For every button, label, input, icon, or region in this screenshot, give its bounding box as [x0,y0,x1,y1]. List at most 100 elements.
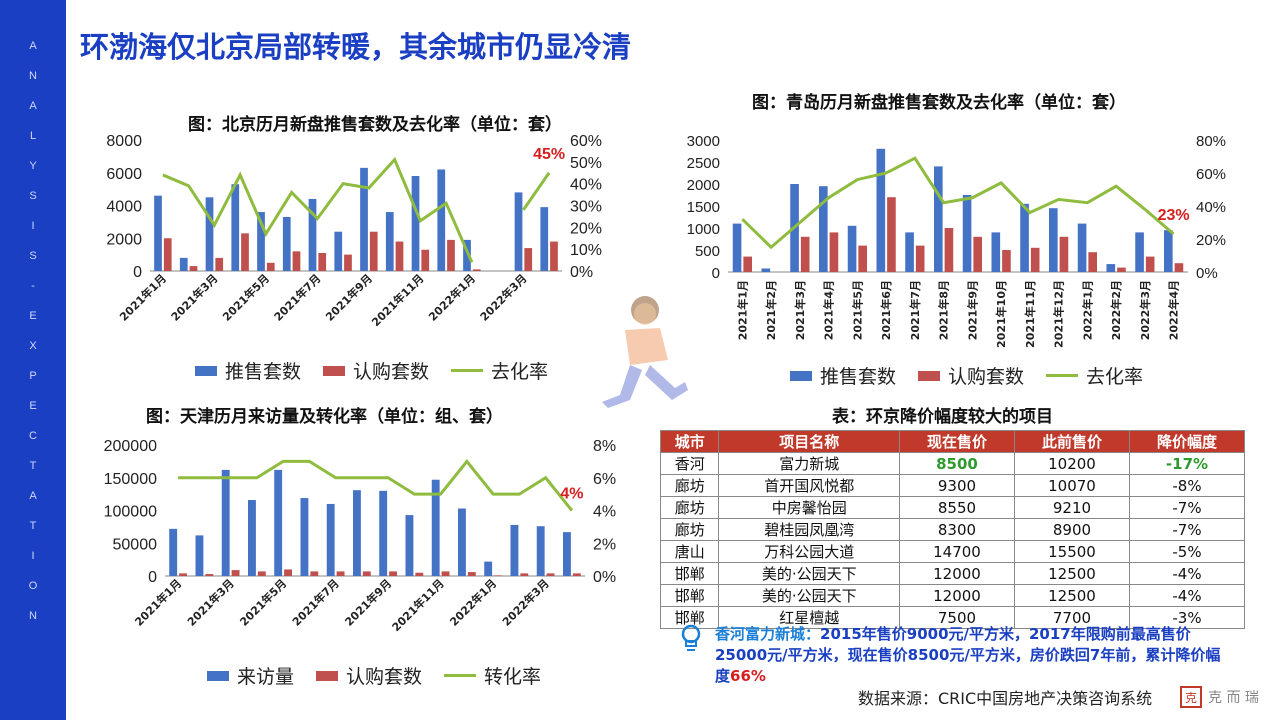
x-tick-label: 2021年11月 [389,576,447,634]
bar-来访量 [405,515,414,576]
legend-label: 推售套数 [225,361,302,383]
x-tick-label: 2021年7月 [289,576,342,629]
legend-label: 推售套数 [820,366,897,388]
legend-label: 认购套数 [948,366,1025,388]
y-tick-label: 3000 [687,133,720,150]
y2-tick-label: 30% [570,199,602,216]
table-cell: 15500 [1013,540,1130,563]
table-cell: 8550 [898,496,1015,519]
bar-认购套数 [231,570,240,576]
y2-tick-label: 60% [1196,166,1226,183]
legend-qingdao: 推售套数 认购套数 去化率 [790,362,1143,389]
y-tick-label: 2000 [687,177,720,194]
bar-认购套数 [369,231,378,271]
x-tick-label: 2022年4月 [1167,280,1181,340]
table-cell: 10200 [1013,452,1130,475]
table-cell: 7700 [1013,606,1130,629]
note-highlight: 66% [730,667,766,685]
bar-认购套数 [292,251,301,271]
bar-推售套数 [540,207,549,271]
table-cell: 廊坊 [659,518,720,541]
table-cell: 唐山 [659,540,720,563]
chart-qingdao-svg: 0 500 1000 1500 2000 2500 3000 0% 20% 40% 60% 80% 20… [687,133,1226,348]
bar-认购套数 [421,249,430,271]
x-tick-label: 2021年11月 [369,271,427,329]
logo-mark: 克 [1180,686,1202,708]
table-cell: 8300 [898,518,1015,541]
sidebar-letter: - [31,280,35,292]
sidebar-letter: A [29,100,37,112]
x-tick-label: 2021年10月 [994,280,1008,348]
bar-认购套数 [284,569,292,576]
bar-推售套数 [847,225,857,272]
legend-label: 去化率 [491,361,549,383]
legend-item: 去化率 [1046,362,1143,389]
table-cell: 廊坊 [659,474,720,497]
chart-title-tianjin: 图：天津历月来访量及转化率（单位：组、套） [146,407,503,427]
y-tick-label: 2000 [106,231,142,248]
bar-认购套数 [257,571,266,576]
table-cell: -8% [1128,474,1246,497]
bar-来访量 [248,500,256,576]
bar-推售套数 [732,223,742,272]
bar-推售套数 [991,232,1001,272]
table-cell: 香河 [659,452,720,475]
table-body: 香河 富力新城 8500 10200 -17% 廊坊 首开国风悦都 9300 10070 -8% 廊… [659,452,1246,629]
y2-tick-label: 40% [1196,199,1226,216]
x-tick-label: 2021年2月 [764,280,778,340]
bar-认购套数 [572,573,581,576]
bar-认购套数 [205,574,214,576]
sidebar-letter: E [29,310,37,322]
x-tick-label: 2021年9月 [965,280,979,340]
bar-认购套数 [441,571,450,576]
bar-推售套数 [360,167,368,271]
legend-item: 去化率 [451,357,548,384]
sidebar-letter: N [29,70,37,82]
table-cell: 7500 [898,606,1015,629]
table-cell: 中房馨怡园 [718,496,900,519]
sidebar-letter: T [29,520,37,532]
sidebar-letter: A [29,490,37,502]
table-title: 表：环京降价幅度较大的项目 [832,407,1053,427]
bar-推售套数 [411,176,420,271]
table-row: 香河 富力新城 8500 10200 -17% [659,452,1246,475]
runner-illustration [602,296,688,408]
y-tick-label: 0 [712,265,720,282]
bar-推售套数 [1106,264,1116,272]
x-tick-label: 2021年11月 [1023,280,1037,348]
x-tick-label: 2021年1月 [132,576,185,629]
legend-beijing: 推售套数 认购套数 去化率 [195,357,548,384]
x-tick-label: 2021年9月 [342,576,395,629]
bar-推售套数 [962,195,972,272]
table-cell: 邯郸 [659,584,720,607]
y2-tick-label: 0% [570,264,593,281]
sidebar-letter: S [29,250,37,262]
bar-来访量 [169,528,178,576]
bar-认购套数 [344,254,352,271]
table-cell: 9300 [898,474,1015,497]
sidebar-letter: A [29,40,37,52]
bar-认购套数 [1088,252,1097,272]
sidebar-letter: N [29,610,37,622]
legend-item: 认购套数 [918,362,1024,389]
bar-认购套数 [1145,256,1155,272]
bar-推售套数 [514,192,523,271]
bar-推售套数 [437,169,446,271]
bar-认购套数 [800,236,810,272]
x-tick-label: 2022年1月 [447,576,500,629]
bar-推售套数 [308,198,317,271]
sidebar-letter: I [31,220,35,232]
bar-来访量 [221,469,230,576]
table-cell: 万科公园大道 [718,540,900,563]
table-cell: -7% [1128,496,1246,519]
x-tick-label: 2022年3月 [477,271,530,324]
bar-推售套数 [876,148,886,272]
legend-swatch-line [451,369,484,372]
legend-swatch-bar2 [316,670,339,681]
bar-认购套数 [310,571,319,576]
table-cell: -7% [1128,518,1246,541]
y2-tick-label: 60% [570,133,602,150]
legend-label: 去化率 [1086,366,1144,388]
table-header-cell: 项目名称 [718,430,900,453]
lightbulb-icon [681,624,701,651]
